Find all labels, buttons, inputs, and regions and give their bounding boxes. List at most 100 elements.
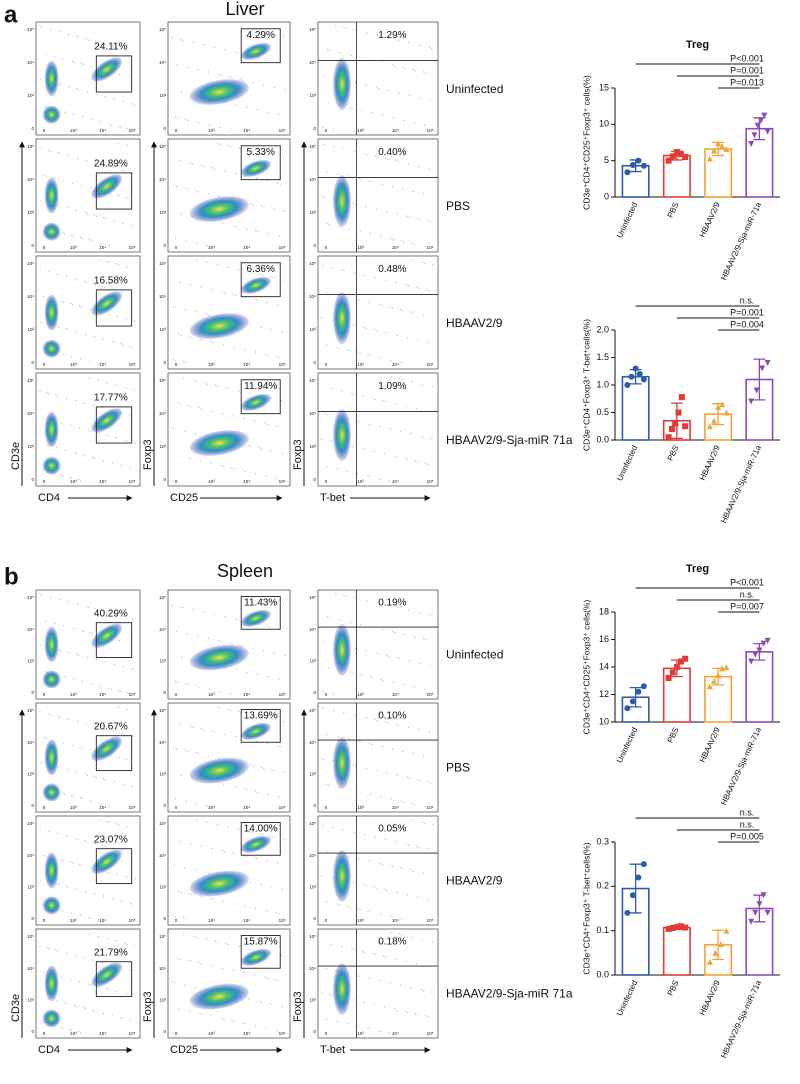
scatter-event bbox=[210, 1015, 212, 1017]
scatter-event bbox=[126, 128, 128, 130]
scatter-event bbox=[125, 758, 127, 760]
scatter-event bbox=[380, 913, 382, 915]
scatter-event bbox=[186, 66, 188, 68]
scatter-event bbox=[226, 318, 228, 320]
flow-y-tick: 10³ bbox=[27, 885, 34, 890]
scatter-event bbox=[83, 957, 86, 959]
gate bbox=[240, 28, 281, 64]
scatter-event bbox=[251, 596, 253, 599]
scatter-event bbox=[41, 594, 43, 596]
scatter-event bbox=[227, 144, 230, 146]
data-point bbox=[629, 162, 636, 169]
scatter-event bbox=[214, 940, 217, 942]
scatter-event bbox=[217, 385, 219, 388]
scatter-event bbox=[96, 985, 99, 987]
scatter-event bbox=[58, 884, 60, 886]
scatter-event bbox=[344, 201, 346, 203]
flow-x-tick: 0 bbox=[325, 1031, 328, 1036]
scatter-event bbox=[423, 872, 425, 874]
scatter-event bbox=[103, 164, 105, 167]
scatter-event bbox=[50, 596, 52, 599]
scatter-event bbox=[40, 762, 42, 764]
scatter-event bbox=[426, 288, 428, 291]
scatter-event bbox=[419, 219, 421, 221]
scatter-event bbox=[245, 175, 247, 177]
scatter-event bbox=[266, 180, 268, 182]
scatter-event bbox=[48, 392, 50, 395]
y-tick-label: 0.1 bbox=[596, 925, 609, 935]
density-cloud bbox=[42, 105, 61, 124]
scatter-event bbox=[77, 654, 80, 656]
data-point bbox=[665, 925, 672, 932]
scatter-event bbox=[108, 245, 110, 247]
flow-x-tick: 0 bbox=[175, 805, 178, 810]
scatter-event bbox=[224, 48, 226, 51]
scatter-event bbox=[114, 990, 116, 992]
scatter-event bbox=[331, 319, 333, 321]
scatter-event bbox=[332, 693, 335, 695]
scatter-event bbox=[49, 881, 51, 884]
density-cloud bbox=[240, 159, 272, 177]
scatter-event bbox=[239, 200, 241, 202]
scatter-event bbox=[284, 772, 286, 774]
scatter-event bbox=[84, 1008, 87, 1010]
flow-y-tick: 10⁴ bbox=[27, 853, 34, 858]
scatter-event bbox=[56, 1000, 58, 1002]
y-tick-label: 15 bbox=[599, 82, 609, 92]
scatter-event bbox=[395, 403, 397, 405]
flow-x-tick: 10⁵ bbox=[129, 362, 136, 367]
scatter-event bbox=[379, 304, 381, 306]
scatter-event bbox=[417, 461, 419, 463]
scatter-event bbox=[224, 733, 226, 735]
scatter-event bbox=[270, 397, 272, 399]
flow-y-tick: 10⁵ bbox=[309, 934, 316, 939]
scatter-event bbox=[358, 421, 360, 423]
scatter-event bbox=[73, 235, 75, 237]
data-point bbox=[706, 958, 713, 965]
scatter-event bbox=[131, 103, 133, 105]
scatter-event bbox=[345, 972, 347, 974]
data-point bbox=[711, 147, 717, 154]
scatter-event bbox=[93, 214, 96, 216]
scatter-event bbox=[256, 622, 258, 625]
scatter-event bbox=[228, 759, 231, 761]
data-point bbox=[754, 122, 761, 129]
scatter-event bbox=[96, 609, 99, 611]
gate-percentage: 11.94% bbox=[244, 381, 277, 392]
scatter-event bbox=[226, 993, 228, 995]
scatter-event bbox=[254, 907, 257, 910]
scatter-event bbox=[376, 720, 379, 722]
scatter-event bbox=[227, 826, 230, 828]
scatter-event bbox=[390, 359, 392, 361]
y-tick-label: 16 bbox=[599, 634, 609, 644]
scatter-event bbox=[186, 188, 188, 190]
scatter-event bbox=[239, 997, 241, 999]
flow-x-tick: 10³ bbox=[208, 479, 215, 484]
flow-x-tick: 0 bbox=[325, 918, 328, 923]
scatter-event bbox=[428, 613, 430, 616]
scatter-event bbox=[331, 441, 333, 443]
scatter-event bbox=[332, 827, 335, 829]
scatter-event bbox=[219, 143, 221, 145]
scatter-event bbox=[283, 157, 285, 159]
scatter-event bbox=[367, 1027, 369, 1029]
scatter-event bbox=[112, 612, 114, 614]
scatter-event bbox=[190, 284, 192, 286]
scatter-event bbox=[253, 856, 255, 859]
scatter-event bbox=[92, 404, 95, 406]
scatter-event bbox=[119, 690, 121, 693]
scatter-event bbox=[263, 650, 265, 652]
scatter-event bbox=[338, 226, 340, 228]
scatter-event bbox=[392, 239, 395, 241]
scatter-event bbox=[414, 460, 417, 462]
scatter-event bbox=[247, 621, 249, 623]
scatter-event bbox=[78, 981, 81, 983]
scatter-event bbox=[191, 215, 193, 217]
gate-percentage: 1.09% bbox=[378, 381, 406, 392]
scatter-event bbox=[383, 888, 385, 890]
scatter-event bbox=[77, 157, 79, 159]
scatter-event bbox=[392, 117, 395, 119]
scatter-event bbox=[321, 438, 323, 441]
scatter-event bbox=[331, 759, 333, 761]
scatter-event bbox=[75, 955, 77, 957]
